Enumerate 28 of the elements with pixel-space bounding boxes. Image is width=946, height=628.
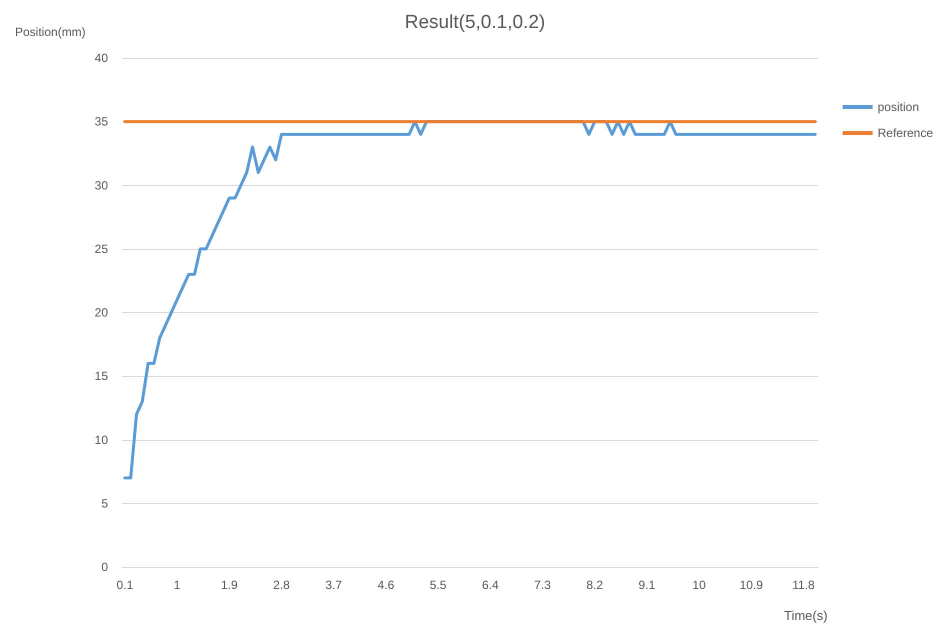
y-tick-label: 10 bbox=[94, 432, 108, 447]
x-axis-title: Time(s) bbox=[784, 608, 828, 623]
x-tick-label: 7.3 bbox=[534, 578, 552, 592]
y-tick-label: 25 bbox=[94, 242, 108, 256]
y-tick-label: 35 bbox=[94, 114, 108, 129]
x-tick-label: 1.9 bbox=[220, 578, 238, 592]
x-tick-label: 6.4 bbox=[482, 578, 499, 592]
y-tick-label: 5 bbox=[101, 496, 108, 510]
y-tick-label: 0 bbox=[101, 560, 108, 574]
x-tick-label: 5.5 bbox=[430, 578, 447, 592]
x-tick-label: 2.8 bbox=[273, 578, 290, 592]
y-tick-label: 30 bbox=[94, 178, 108, 192]
x-tick-label: 8.2 bbox=[586, 578, 604, 592]
y-tick-label: 20 bbox=[94, 306, 108, 320]
y-tick-label: 15 bbox=[94, 369, 108, 384]
y-axis-title: Position(mm) bbox=[15, 25, 86, 39]
x-tick-label: 1 bbox=[174, 578, 181, 592]
x-tick-label: 10.9 bbox=[740, 578, 764, 592]
x-tick-label: 11.8 bbox=[792, 578, 816, 592]
x-tick-label: 10 bbox=[692, 578, 706, 592]
x-tick-label: 0.1 bbox=[116, 578, 134, 592]
y-tick-label: 40 bbox=[94, 51, 108, 65]
legend-label: Reference bbox=[878, 126, 934, 140]
x-tick-label: 4.6 bbox=[378, 578, 395, 592]
chart-title: Result(5,0.1,0.2) bbox=[404, 12, 546, 33]
legend-label: position bbox=[878, 100, 920, 114]
x-tick-label: 3.7 bbox=[325, 578, 342, 592]
x-tick-label: 9.1 bbox=[638, 578, 656, 592]
